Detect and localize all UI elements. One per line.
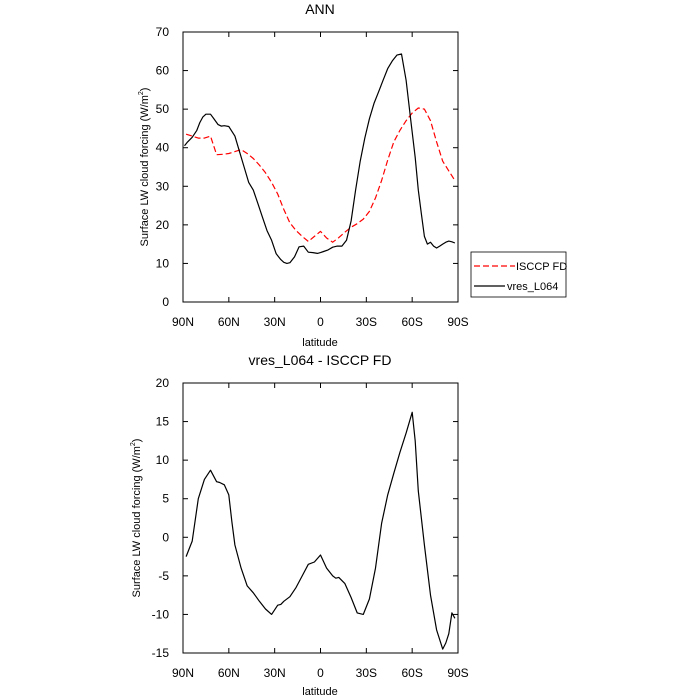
y-tick-label: 0 bbox=[162, 530, 169, 544]
x-tick-label: 60S bbox=[401, 315, 422, 329]
y-axis-label-suffix: ) bbox=[131, 439, 143, 443]
series-group bbox=[184, 53, 456, 264]
x-tick-label: 90N bbox=[172, 666, 194, 680]
plot-frame bbox=[182, 31, 459, 303]
x-tick-label: 60S bbox=[401, 666, 422, 680]
y-tick-label: 10 bbox=[156, 453, 170, 467]
y-axis-label-superscript: 2 bbox=[130, 442, 137, 446]
x-tick-label: 0 bbox=[317, 666, 324, 680]
chart-title: vres_L064 - ISCCP FD bbox=[249, 352, 392, 368]
x-tick-label: 90S bbox=[447, 666, 468, 680]
legend-label-isccp: ISCCP FD bbox=[516, 261, 567, 273]
y-tick-label: -15 bbox=[152, 646, 170, 660]
y-axis-label-superscript: 2 bbox=[138, 91, 145, 95]
chart-title: ANN bbox=[305, 1, 335, 17]
y-tick-label: -5 bbox=[158, 569, 169, 583]
y-ticks: 0 10 20 30 40 50 60 70 bbox=[156, 25, 458, 309]
y-axis-label-suffix: ) bbox=[139, 88, 151, 92]
y-tick-label: 30 bbox=[156, 179, 170, 193]
panel-annual-cloud-forcing: ANN 90N 60N 30N 0 30S 60S 90S 010203040506070 … bbox=[138, 1, 567, 349]
y-tick-label: 15 bbox=[156, 415, 170, 429]
y-tick-label: 0 bbox=[162, 295, 169, 309]
y-tick-label: 50 bbox=[156, 102, 170, 116]
x-tick-label: 30S bbox=[356, 666, 377, 680]
panel-difference: vres_L064 - ISCCP FD 90N 60N 30N 0 30S 60S 90S… bbox=[130, 352, 469, 698]
y-tick-label: 20 bbox=[156, 376, 170, 390]
x-ticks: 90N 60N 30N 0 30S 60S 90S bbox=[172, 383, 469, 680]
y-tick-label: 60 bbox=[156, 64, 170, 78]
legend-label-vres: vres_L064 bbox=[507, 281, 558, 293]
series-line-vres-l064-isccp-fd bbox=[185, 411, 456, 650]
y-tick-label: 70 bbox=[156, 25, 170, 39]
plot-frame bbox=[182, 382, 459, 654]
series-line-vres-l064 bbox=[184, 53, 456, 264]
x-axis-label: latitude bbox=[302, 686, 337, 698]
x-tick-label: 0 bbox=[317, 315, 324, 329]
y-tick-label: 20 bbox=[156, 218, 170, 232]
x-ticks: 90N 60N 30N 0 30S 60S 90S bbox=[172, 32, 469, 329]
series-group bbox=[185, 411, 456, 650]
y-axis-label: Surface LW cloud forcing (W/m2) bbox=[130, 439, 143, 598]
y-tick-label: -10 bbox=[152, 607, 170, 621]
y-tick-label: 10 bbox=[156, 256, 170, 270]
y-tick-label: 5 bbox=[162, 492, 169, 506]
legend-box bbox=[470, 251, 567, 298]
x-tick-label: 30N bbox=[264, 315, 286, 329]
x-axis-label: latitude bbox=[302, 337, 337, 349]
x-tick-label: 90S bbox=[447, 315, 468, 329]
y-axis-label-text: Surface LW cloud forcing (W/m bbox=[131, 446, 143, 597]
x-tick-label: 60N bbox=[218, 315, 240, 329]
y-axis-label: Surface LW cloud forcing (W/m2) bbox=[138, 88, 151, 247]
x-tick-label: 30S bbox=[356, 315, 377, 329]
x-tick-label: 60N bbox=[218, 666, 240, 680]
legend: ISCCP FD vres_L064 bbox=[470, 251, 567, 298]
series-line-isccp-fd bbox=[185, 107, 456, 243]
x-tick-label: 30N bbox=[264, 666, 286, 680]
x-tick-label: 90N bbox=[172, 315, 194, 329]
y-ticks: -15 -10 -5 0 5 10 15 20 bbox=[152, 376, 458, 660]
y-tick-label: 40 bbox=[156, 141, 170, 155]
y-axis-label-text: Surface LW cloud forcing (W/m bbox=[139, 95, 151, 246]
